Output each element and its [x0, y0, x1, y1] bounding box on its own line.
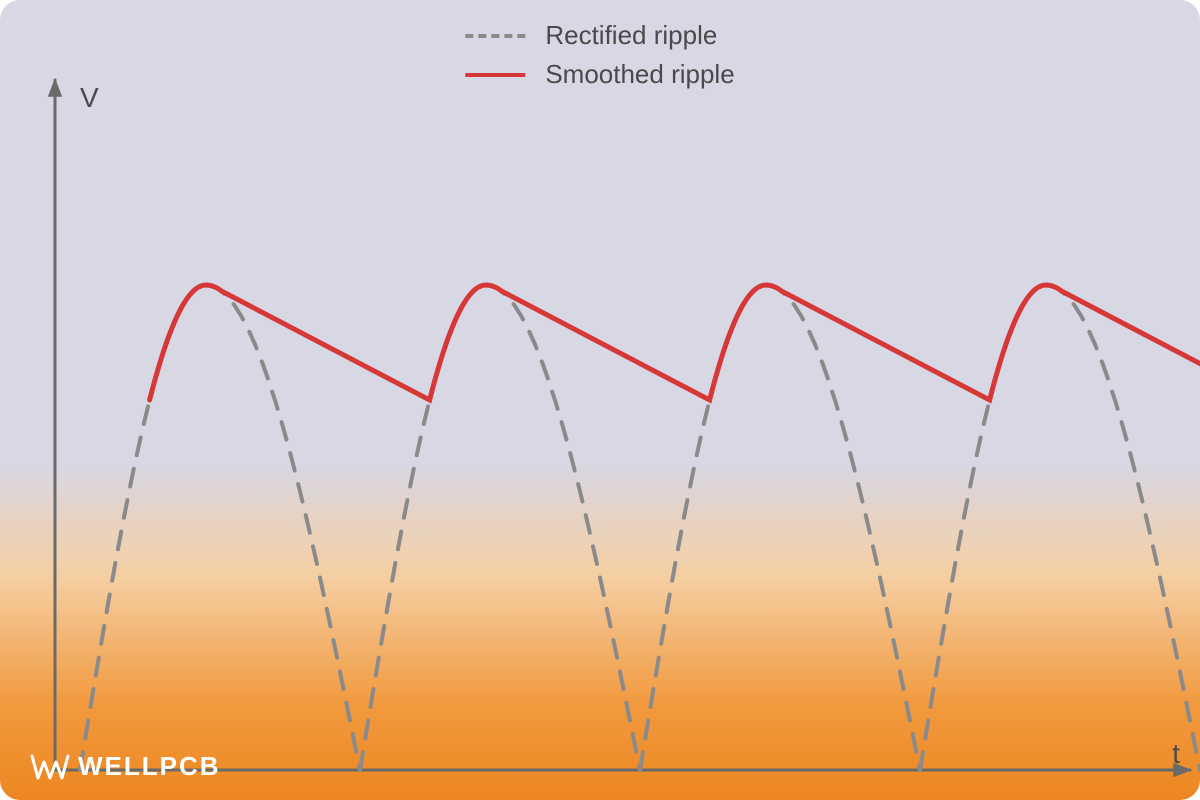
watermark-logo-icon — [30, 752, 70, 782]
x-axis-label: t — [1172, 738, 1180, 770]
legend-swatch-solid — [465, 73, 525, 77]
watermark: WELLPCB — [30, 751, 221, 782]
legend: Rectified ripple Smoothed ripple — [465, 20, 734, 98]
legend-label-rectified: Rectified ripple — [545, 20, 717, 51]
y-axis-label: V — [80, 82, 99, 114]
chart-svg — [0, 0, 1200, 800]
legend-swatch-dashed — [465, 34, 525, 38]
chart-background — [0, 0, 1200, 800]
legend-label-smoothed: Smoothed ripple — [545, 59, 734, 90]
legend-item-smoothed: Smoothed ripple — [465, 59, 734, 90]
legend-item-rectified: Rectified ripple — [465, 20, 734, 51]
watermark-text: WELLPCB — [78, 751, 221, 782]
chart-container: Rectified ripple Smoothed ripple V t WEL… — [0, 0, 1200, 800]
